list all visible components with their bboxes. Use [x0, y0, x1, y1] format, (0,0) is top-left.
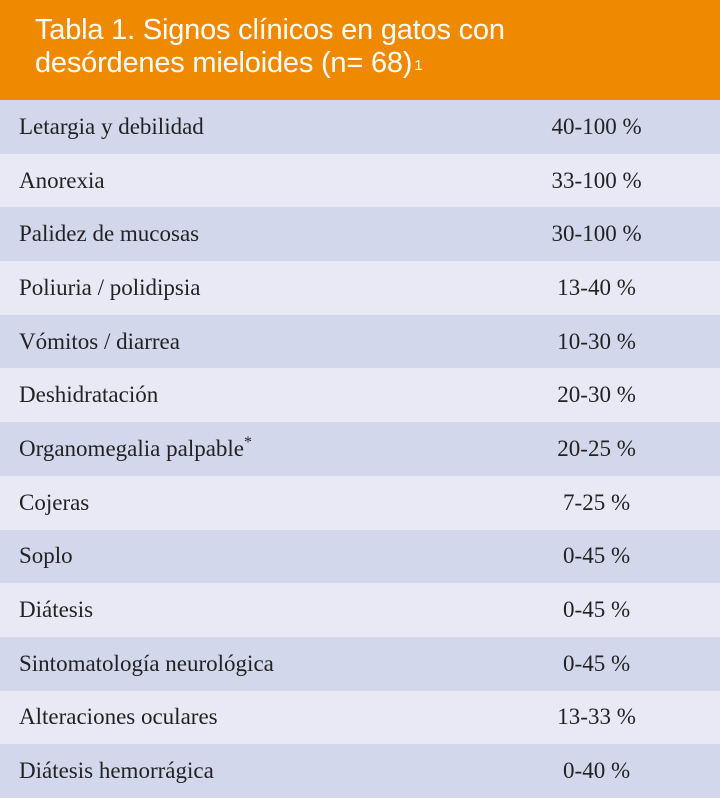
sign-cell: Deshidratación: [19, 382, 159, 408]
percentage-cell: 13-40 %: [557, 274, 636, 300]
percentage-cell: 10-30 %: [557, 328, 636, 354]
sign-cell: Diátesis: [19, 597, 94, 623]
sign-cell: Anorexia: [19, 167, 105, 193]
sign-cell: Diátesis hemorrágica: [19, 758, 214, 784]
table-title-line-2: desórdenes mieloides (n= 68) 1: [35, 47, 423, 79]
percentage-cell: 30-100 %: [551, 221, 642, 247]
percentage-cell: 20-30 %: [557, 382, 636, 408]
percentage-cell: 0-40 %: [563, 758, 631, 784]
table-row: Vómitos / diarrea 10-30 %: [0, 314, 720, 369]
table-row: Diátesis hemorrágica 0-40 %: [0, 744, 720, 798]
sign-cell: Organomegalia palpable*: [19, 433, 253, 461]
percentage-cell: 33-100 %: [551, 167, 642, 193]
footnote-asterisk: *: [244, 433, 253, 451]
sign-cell: Poliuria / polidipsia: [19, 274, 201, 300]
table-row: Letargia y debilidad 40-100 %: [0, 100, 720, 154]
percentage-cell: 13-33 %: [557, 704, 636, 730]
percentage-cell: 7-25 %: [563, 489, 631, 515]
sign-cell: Sintomatología neurológica: [19, 650, 274, 676]
table-row: Anorexia 33-100 %: [0, 153, 720, 208]
sign-cell: Cojeras: [19, 489, 90, 515]
percentage-cell: 0-45 %: [563, 650, 631, 676]
sign-cell: Vómitos / diarrea: [19, 328, 180, 354]
table-row: Alteraciones oculares 13-33 %: [0, 690, 720, 745]
table-row: Soplo 0-45 %: [0, 529, 720, 584]
percentage-cell: 20-25 %: [557, 435, 636, 461]
table-body: Letargia y debilidad 40-100 % Anorexia 3…: [0, 100, 720, 798]
table-row: Deshidratación 20-30 %: [0, 368, 720, 423]
sign-cell: Alteraciones oculares: [19, 704, 218, 730]
table-row: Organomegalia palpable* 20-25 %: [0, 422, 720, 476]
sign-cell: Soplo: [19, 543, 73, 569]
table-row: Diátesis 0-45 %: [0, 583, 720, 637]
sign-cell: Palidez de mucosas: [19, 221, 200, 247]
table-title-line-1: Tabla 1. Signos clínicos en gatos con: [35, 14, 505, 46]
table-row: Poliuria / polidipsia 13-40 %: [0, 261, 720, 315]
percentage-cell: 40-100 %: [551, 113, 642, 139]
table-row: Sintomatología neurológica 0-45 %: [0, 636, 720, 691]
percentage-cell: 0-45 %: [563, 543, 631, 569]
sign-cell: Letargia y debilidad: [19, 113, 204, 139]
title-reference-superscript: 1: [414, 57, 423, 74]
table-title: Tabla 1. Signos clínicos en gatos con de…: [0, 0, 720, 100]
percentage-cell: 0-45 %: [563, 597, 631, 623]
table-row: Cojeras 7-25 %: [0, 475, 720, 530]
table-row: Palidez de mucosas 30-100 %: [0, 207, 720, 262]
